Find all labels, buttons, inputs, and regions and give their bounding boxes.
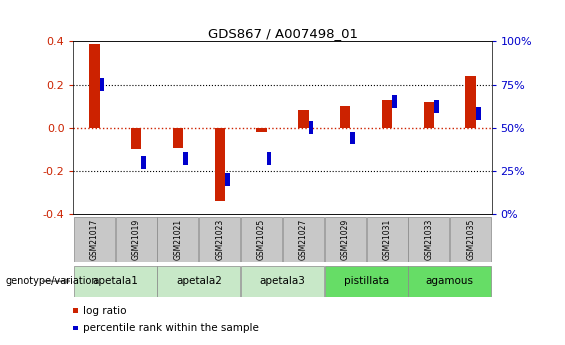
Text: percentile rank within the sample: percentile rank within the sample	[83, 323, 259, 333]
Text: genotype/variation: genotype/variation	[6, 276, 98, 286]
Text: pistillata: pistillata	[344, 276, 389, 286]
Bar	[450, 217, 491, 262]
Bar	[74, 217, 115, 262]
Bar	[141, 156, 146, 169]
Bar	[350, 131, 355, 145]
Bar	[367, 217, 407, 262]
Text: GSM21023: GSM21023	[215, 219, 224, 260]
Text: GSM21033: GSM21033	[424, 219, 433, 260]
Title: GDS867 / A007498_01: GDS867 / A007498_01	[207, 27, 358, 40]
Bar	[476, 107, 480, 120]
Bar	[466, 76, 476, 128]
Bar	[267, 152, 271, 165]
Bar	[298, 110, 308, 128]
Bar	[173, 128, 183, 148]
Bar	[241, 217, 282, 262]
Bar	[116, 217, 157, 262]
Text: GSM21027: GSM21027	[299, 219, 308, 260]
Bar	[308, 121, 313, 134]
Bar	[340, 106, 350, 128]
Bar	[158, 217, 198, 262]
Text: GSM21017: GSM21017	[90, 219, 99, 260]
Text: apetala3: apetala3	[259, 276, 306, 286]
Bar	[158, 266, 240, 297]
Text: GSM21025: GSM21025	[257, 219, 266, 260]
Text: GSM21021: GSM21021	[173, 219, 182, 260]
Bar	[225, 173, 229, 186]
Bar	[283, 217, 324, 262]
Bar	[257, 128, 267, 132]
Text: GSM21031: GSM21031	[383, 219, 392, 260]
Bar	[325, 217, 366, 262]
Bar	[434, 100, 438, 114]
Text: GSM21029: GSM21029	[341, 219, 350, 260]
Bar	[99, 78, 104, 91]
Text: apetala1: apetala1	[92, 276, 138, 286]
Text: apetala2: apetala2	[176, 276, 222, 286]
Bar	[408, 266, 491, 297]
Bar	[199, 217, 240, 262]
Bar	[382, 100, 392, 128]
Bar	[241, 266, 324, 297]
Bar	[325, 266, 407, 297]
Bar	[424, 102, 434, 128]
Text: log ratio: log ratio	[83, 306, 127, 315]
Text: GSM21019: GSM21019	[132, 219, 141, 260]
Bar	[408, 217, 449, 262]
Bar	[74, 266, 157, 297]
Bar	[131, 128, 141, 149]
Bar	[392, 95, 397, 108]
Bar	[215, 128, 225, 201]
Bar	[183, 152, 188, 165]
Text: agamous: agamous	[426, 276, 473, 286]
Bar	[89, 43, 99, 128]
Text: GSM21035: GSM21035	[466, 219, 475, 260]
